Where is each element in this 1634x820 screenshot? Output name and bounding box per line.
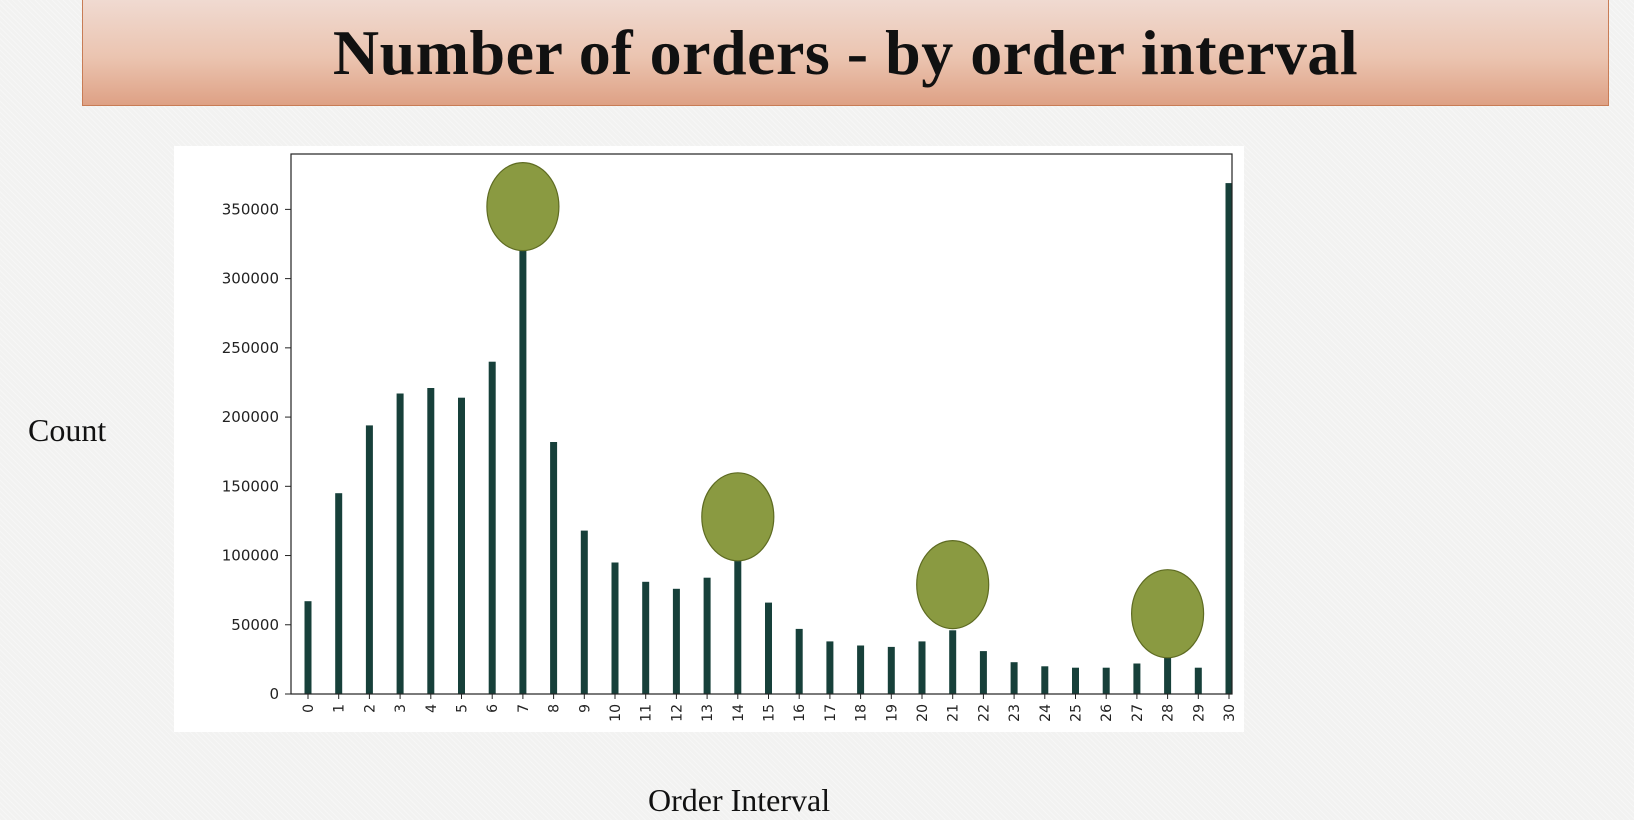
x-tick-label: 17 [823,704,839,722]
y-tick-label: 50000 [231,616,279,634]
y-tick-label: 300000 [222,270,279,288]
y-tick-label: 200000 [222,408,279,426]
bar-15 [765,602,772,694]
plot-frame [290,153,1233,695]
x-tick-label: 4 [424,704,440,713]
y-axis-label: Count [28,412,107,448]
x-tick-label: 26 [1099,704,1115,722]
y-tick-label: 0 [269,685,279,703]
x-tick-label: 21 [946,704,962,722]
bar-6 [488,361,496,694]
x-tick-label: 7 [516,704,532,713]
bar-14 [734,559,742,694]
x-axis-label: Order Interval [648,782,831,818]
bar-21 [949,630,957,694]
x-axis: 0 1 2 3 4 5 6 7 8 9 10 11 12 13 14 15 16 17 18 19 20 21 22 23 24… [301,694,1238,722]
bar-25 [1072,667,1079,694]
bar-8 [550,442,558,694]
bar-13 [703,577,711,694]
bar-26 [1102,667,1110,694]
bar-7 [519,244,527,694]
bar-9 [580,530,588,694]
bar-5 [458,397,465,694]
bar-1 [335,493,343,694]
y-tick-label: 100000 [222,547,279,565]
x-tick-label: 20 [915,704,931,722]
x-tick-label: 2 [362,704,378,713]
x-tick-label: 15 [762,704,778,722]
x-tick-label: 1 [332,704,348,713]
bar-4 [427,388,435,694]
bar-28 [1164,656,1172,694]
bar-23 [1010,662,1018,694]
bar-17 [826,641,834,694]
x-tick-label: 18 [854,704,870,722]
bar-3 [396,393,404,694]
bar-19 [887,646,895,694]
x-tick-label: 25 [1069,704,1085,722]
x-tick-label: 12 [669,704,685,722]
x-tick-label: 10 [608,704,624,722]
bar-18 [857,645,865,694]
title-banner: Number of orders - by order interval [82,0,1609,106]
x-tick-label: 24 [1038,704,1054,722]
x-tick-label: 27 [1130,704,1146,722]
x-tick-label: 30 [1222,704,1238,722]
bar-29 [1194,667,1202,694]
highlight-marker-14 [701,472,775,562]
bar-20 [918,641,926,694]
x-tick-label: 29 [1191,704,1207,722]
bar-24 [1041,666,1049,694]
x-tick-label: 23 [1007,704,1023,722]
bar-2 [365,425,373,694]
x-tick-label: 3 [393,704,409,713]
bar-12 [672,588,680,694]
page-title: Number of orders - by order interval [332,16,1359,88]
x-tick-label: 9 [577,704,593,713]
y-axis: 0 50000 100000 150000 200000 250000 300000 3500… [222,200,291,703]
y-tick-label: 350000 [222,200,279,218]
x-tick-label: 19 [884,704,900,722]
bar-22 [979,651,987,694]
x-tick-label: 16 [792,704,808,722]
bar-chart: 0 50000 100000 150000 200000 250000 300000 3500… [222,153,1238,722]
chart-panel: 0 50000 100000 150000 200000 250000 300000 3500… [174,146,1244,732]
x-tick-label: 6 [485,704,501,713]
bar-27 [1133,663,1141,694]
x-tick-label: 13 [700,704,716,722]
highlight-marker-28 [1130,569,1205,659]
bar-30 [1225,183,1233,694]
x-tick-label: 8 [547,704,563,713]
highlight-marker-21 [916,540,990,630]
bar-16 [795,628,803,694]
bar-0 [304,601,312,694]
bars-group [304,183,1233,694]
x-tick-label: 14 [731,704,747,722]
bar-11 [642,581,650,694]
bar-10 [611,562,619,694]
x-tick-label: 22 [976,704,992,722]
y-tick-label: 150000 [222,477,279,495]
y-tick-label: 250000 [222,339,279,357]
highlight-marker-7 [486,161,560,252]
x-tick-label: 28 [1161,704,1177,722]
x-tick-label: 5 [455,704,471,713]
x-tick-label: 0 [301,704,317,713]
x-tick-label: 11 [639,704,655,722]
highlight-markers-group [486,161,1205,659]
